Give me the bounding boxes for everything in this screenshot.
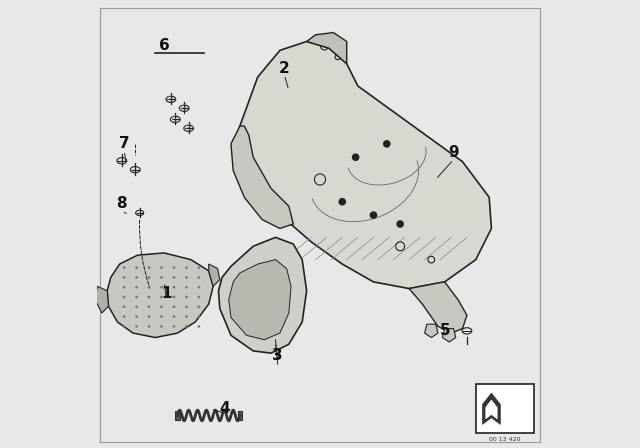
Polygon shape xyxy=(237,411,242,420)
Circle shape xyxy=(135,276,138,279)
Polygon shape xyxy=(424,324,438,337)
Polygon shape xyxy=(409,282,467,333)
Circle shape xyxy=(198,296,200,298)
Circle shape xyxy=(198,315,200,318)
Text: 5: 5 xyxy=(439,323,450,338)
Circle shape xyxy=(173,286,175,289)
Circle shape xyxy=(353,154,359,160)
FancyBboxPatch shape xyxy=(476,384,534,433)
Circle shape xyxy=(160,286,163,289)
Circle shape xyxy=(148,266,150,269)
Circle shape xyxy=(135,296,138,298)
Circle shape xyxy=(198,266,200,269)
Circle shape xyxy=(123,296,125,298)
Circle shape xyxy=(123,276,125,279)
Polygon shape xyxy=(442,329,456,342)
Circle shape xyxy=(198,325,200,328)
Circle shape xyxy=(160,325,163,328)
Circle shape xyxy=(185,296,188,298)
Circle shape xyxy=(185,315,188,318)
Circle shape xyxy=(185,286,188,289)
Circle shape xyxy=(135,266,138,269)
Circle shape xyxy=(135,315,138,318)
Text: 9: 9 xyxy=(448,145,459,160)
Circle shape xyxy=(135,286,138,289)
Text: 2: 2 xyxy=(279,60,290,76)
Circle shape xyxy=(148,325,150,328)
Text: 7: 7 xyxy=(119,136,129,151)
Circle shape xyxy=(173,325,175,328)
Circle shape xyxy=(160,276,163,279)
Circle shape xyxy=(173,276,175,279)
Polygon shape xyxy=(231,126,293,228)
Circle shape xyxy=(160,315,163,318)
Circle shape xyxy=(185,276,188,279)
Text: 00 13 420: 00 13 420 xyxy=(489,437,520,442)
Polygon shape xyxy=(483,393,500,424)
Circle shape xyxy=(160,306,163,308)
Polygon shape xyxy=(307,33,347,64)
Polygon shape xyxy=(228,260,291,340)
Text: 8: 8 xyxy=(116,197,127,211)
Polygon shape xyxy=(95,286,109,313)
Circle shape xyxy=(148,306,150,308)
Circle shape xyxy=(339,198,346,205)
Circle shape xyxy=(173,306,175,308)
Polygon shape xyxy=(175,411,180,420)
Text: 3: 3 xyxy=(273,348,283,363)
Circle shape xyxy=(383,141,390,147)
Polygon shape xyxy=(486,400,497,419)
Circle shape xyxy=(371,212,376,218)
Circle shape xyxy=(135,306,138,308)
Polygon shape xyxy=(433,311,451,329)
Polygon shape xyxy=(107,253,213,337)
Text: 6: 6 xyxy=(159,39,170,53)
Circle shape xyxy=(173,266,175,269)
Circle shape xyxy=(123,325,125,328)
Polygon shape xyxy=(218,237,307,353)
Circle shape xyxy=(198,276,200,279)
Circle shape xyxy=(198,306,200,308)
Circle shape xyxy=(148,296,150,298)
Circle shape xyxy=(123,286,125,289)
Circle shape xyxy=(185,306,188,308)
Text: 1: 1 xyxy=(161,285,172,301)
Circle shape xyxy=(148,276,150,279)
Circle shape xyxy=(397,221,403,227)
Circle shape xyxy=(148,286,150,289)
Circle shape xyxy=(173,315,175,318)
Circle shape xyxy=(123,266,125,269)
Circle shape xyxy=(123,306,125,308)
Circle shape xyxy=(148,315,150,318)
Circle shape xyxy=(198,286,200,289)
Circle shape xyxy=(173,296,175,298)
Circle shape xyxy=(185,325,188,328)
Circle shape xyxy=(135,325,138,328)
Text: 4: 4 xyxy=(219,401,230,416)
Polygon shape xyxy=(209,264,220,286)
Circle shape xyxy=(185,266,188,269)
Circle shape xyxy=(160,296,163,298)
Circle shape xyxy=(123,315,125,318)
Polygon shape xyxy=(236,42,492,289)
Circle shape xyxy=(160,266,163,269)
